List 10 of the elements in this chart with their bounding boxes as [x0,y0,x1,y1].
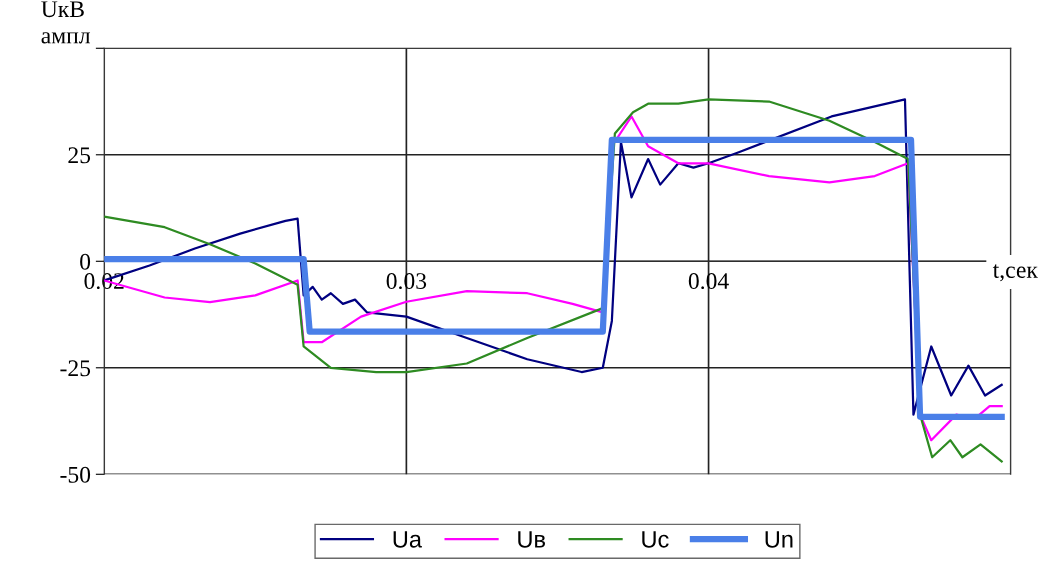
y-tick-label: 0 [80,253,91,270]
legend-label: Uc [642,531,669,548]
legend-label: Un [765,531,793,548]
y-axis-title: UкВ ампл [41,1,91,44]
y-tick-label: -25 [60,360,91,377]
y-tick-label: -50 [60,466,91,483]
y-tick-label: 25 [68,147,91,164]
legend-label: Ua [393,531,422,548]
legend-label: Uв [518,531,546,548]
x-axis-title: t,сек [992,264,1038,282]
